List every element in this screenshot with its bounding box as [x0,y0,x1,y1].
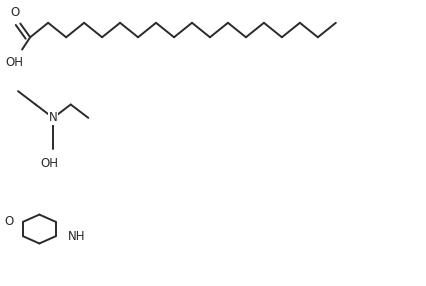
Text: O: O [5,215,14,228]
Text: O: O [11,5,20,19]
Text: N: N [49,111,58,124]
Text: OH: OH [40,157,58,170]
Text: NH: NH [68,230,86,243]
Text: OH: OH [6,56,23,69]
